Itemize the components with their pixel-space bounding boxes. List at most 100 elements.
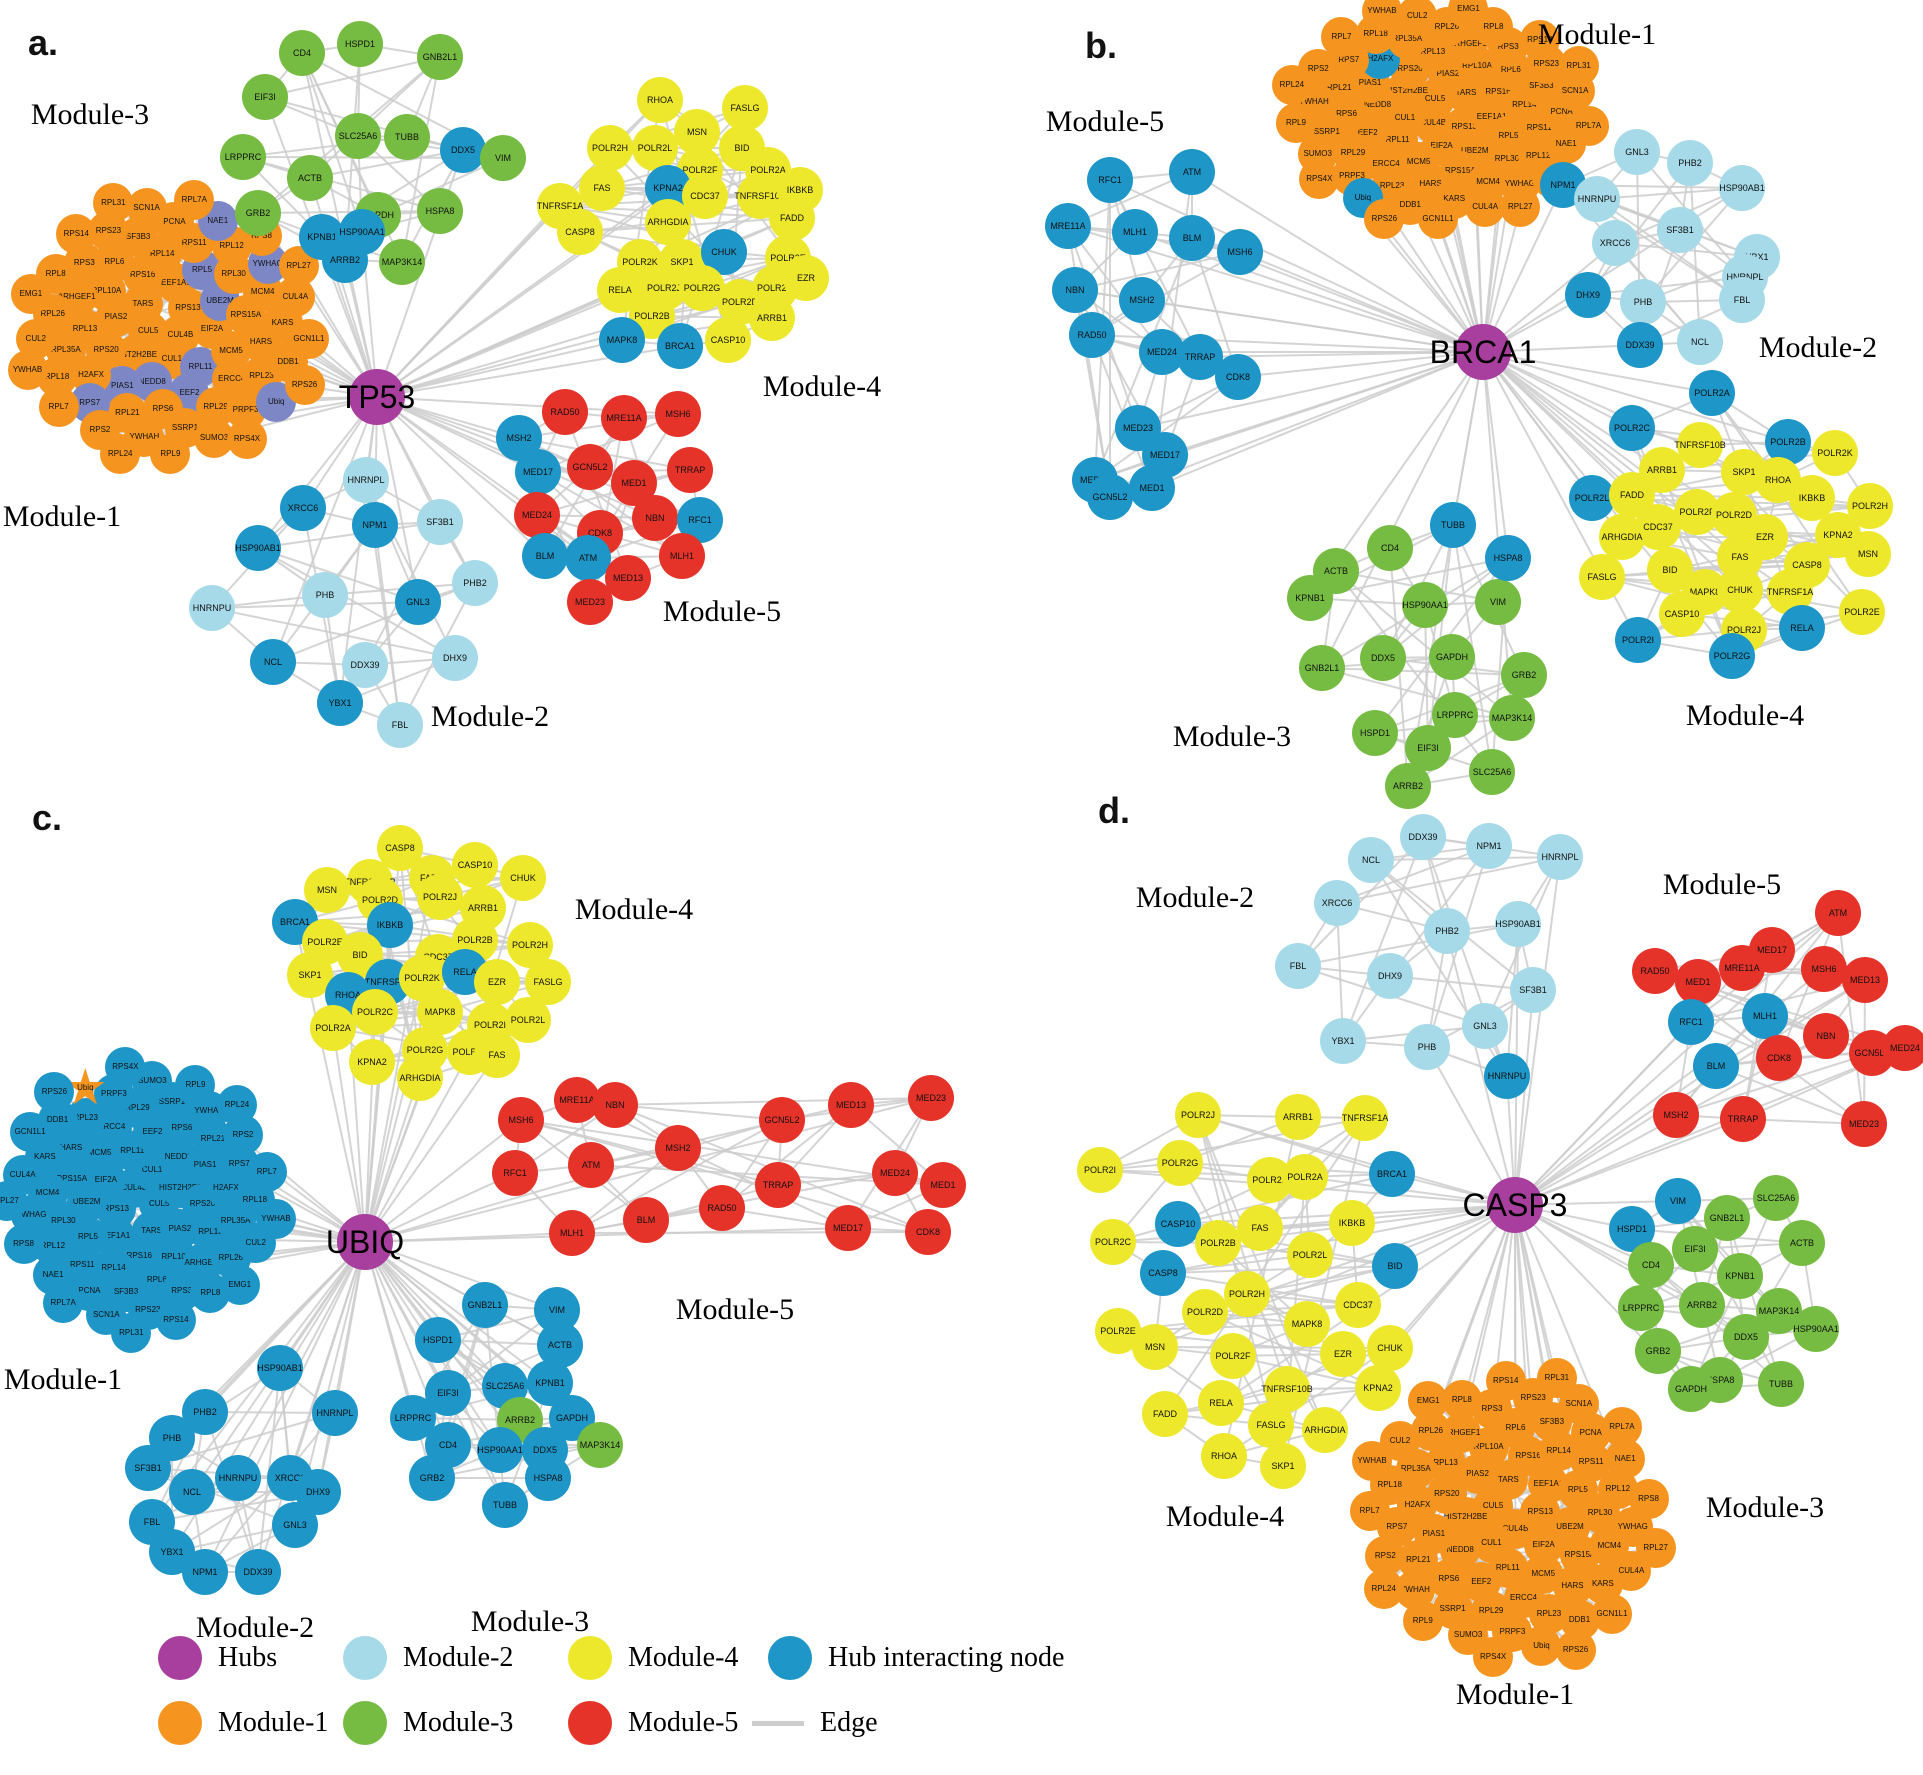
d-node-DHX9[interactable]: DHX9 — [1367, 953, 1413, 999]
d-node-ATM[interactable]: ATM — [1815, 890, 1861, 936]
network-edge — [1162, 1254, 1311, 1274]
network-edge — [1587, 276, 1746, 296]
d-label-module-2: Module-2 — [1135, 881, 1255, 914]
network-edge — [1837, 912, 1865, 1125]
d-label-module-5: Module-5 — [1662, 868, 1782, 901]
network-edge — [590, 1104, 852, 1166]
legend-label: Edge — [820, 1707, 878, 1738]
c-label-module-5: Module-5 — [675, 1293, 795, 1326]
panel-letter-a: a. — [28, 22, 59, 63]
d-node-POLR2F[interactable]: POLR2F — [1210, 1333, 1256, 1379]
network-edge — [1259, 1204, 1516, 1229]
legend-label: Hubs — [218, 1642, 278, 1673]
network-edge — [1407, 351, 1484, 787]
network-edge — [1109, 179, 1201, 358]
b-node-MLH1[interactable]: MLH1 — [1112, 209, 1158, 255]
panel-letter-c: c. — [32, 797, 63, 838]
legend-item-edge: Edge — [752, 1707, 878, 1739]
d-node-ARRB2[interactable]: ARRB2 — [1679, 1282, 1725, 1328]
c-node-MED1[interactable]: MED1 — [920, 1162, 966, 1208]
legend-label: Module-5 — [628, 1707, 739, 1738]
network-edge — [376, 187, 669, 398]
network-edge — [1109, 179, 1484, 353]
legend-item-module-3: Module-3 — [343, 1701, 513, 1745]
network-edge — [721, 1104, 852, 1209]
network-edge — [1370, 856, 1561, 861]
legend-label: Hub interacting node — [828, 1642, 1065, 1673]
network-edge — [614, 1104, 783, 1121]
d-node-RPL7[interactable]: RPL7 — [1349, 1491, 1390, 1532]
d-node-RHOA[interactable]: RHOA — [1201, 1433, 1247, 1479]
network-edge — [376, 289, 621, 398]
a-node-BRCA1[interactable]: BRCA1 — [657, 323, 703, 369]
network-edge — [376, 396, 419, 603]
edge-line-icon — [752, 1720, 804, 1726]
network-edge — [376, 339, 623, 398]
d-label-module-1: Module-1 — [1455, 1678, 1575, 1711]
network-edge — [1514, 1021, 1692, 1206]
network-edge — [264, 56, 441, 98]
hub-swatch-icon — [158, 1636, 202, 1680]
network-edge — [376, 205, 561, 398]
network-edge — [1067, 225, 1163, 353]
network-edge — [211, 607, 456, 659]
network-edge — [1482, 187, 1743, 353]
network-edge — [1151, 351, 1484, 489]
network-edge — [1389, 975, 1534, 991]
network-edge — [1711, 392, 1863, 613]
network-edge — [364, 1241, 558, 1311]
a-node-ARRB1[interactable]: ARRB1 — [749, 295, 795, 341]
a-label-module-5: Module-5 — [662, 595, 782, 628]
d-node-BLM[interactable]: BLM — [1693, 1043, 1739, 1089]
network-edge — [1661, 469, 1733, 657]
d-label-module-4: Module-4 — [1165, 1500, 1285, 1533]
network-edge — [332, 1027, 366, 1243]
d-node-SKP1[interactable]: SKP1 — [1260, 1443, 1306, 1489]
network-edge — [1715, 979, 1866, 1067]
network-edge — [437, 1339, 506, 1506]
c-node-MSH6[interactable]: MSH6 — [498, 1097, 544, 1143]
network-edge — [571, 1119, 783, 1234]
b-label-module-5: Module-5 — [1045, 105, 1165, 138]
network-edge — [1335, 570, 1493, 773]
network-edge — [1482, 351, 1513, 719]
b-node-VIM[interactable]: VIM — [1475, 579, 1521, 625]
network-edge — [1482, 351, 1713, 394]
legend-item-hubs: Hubs — [158, 1636, 277, 1680]
network-edge — [1197, 1114, 1288, 1390]
network-edge — [1514, 989, 1534, 1206]
network-edge — [1336, 845, 1490, 904]
network-edge — [317, 1241, 366, 1493]
network-edge — [1177, 1173, 1393, 1225]
network-edge — [1514, 979, 1866, 1206]
a-node-MLH1[interactable]: MLH1 — [659, 533, 705, 579]
network-edge — [364, 1119, 522, 1243]
a-label-module-3: Module-3 — [30, 98, 150, 131]
d-node-RPS26[interactable]: RPS26 — [1555, 1629, 1596, 1670]
legend-label: Module-3 — [403, 1707, 514, 1738]
legend-item-module-5: Module-5 — [568, 1701, 738, 1745]
legend-label: Module-2 — [403, 1642, 514, 1673]
legend-item-module-4: Module-4 — [568, 1636, 738, 1680]
a-node-SCN1A[interactable]: SCN1A — [126, 188, 167, 229]
network-edge — [242, 156, 441, 212]
network-edge — [376, 396, 476, 584]
network-edge — [364, 1241, 551, 1384]
module-1-swatch-icon — [158, 1701, 202, 1745]
d-node-RFC1[interactable]: RFC1 — [1668, 999, 1714, 1045]
network-edge — [1297, 923, 1519, 967]
b-label-module-3: Module-3 — [1172, 720, 1292, 753]
a-node-DHX9[interactable]: DHX9 — [432, 635, 478, 681]
legend-label: Module-1 — [218, 1707, 329, 1738]
a-node-EZR[interactable]: EZR — [783, 255, 829, 301]
network-edge — [564, 411, 629, 579]
network-edge — [1514, 1047, 1906, 1206]
network-edge — [364, 977, 423, 1243]
c-label-module-4: Module-4 — [574, 893, 694, 926]
a-node-RPL7A[interactable]: RPL7A — [174, 179, 215, 220]
network-edge — [204, 1412, 336, 1573]
network-edge — [1336, 856, 1561, 904]
network-edge — [1321, 351, 1484, 669]
